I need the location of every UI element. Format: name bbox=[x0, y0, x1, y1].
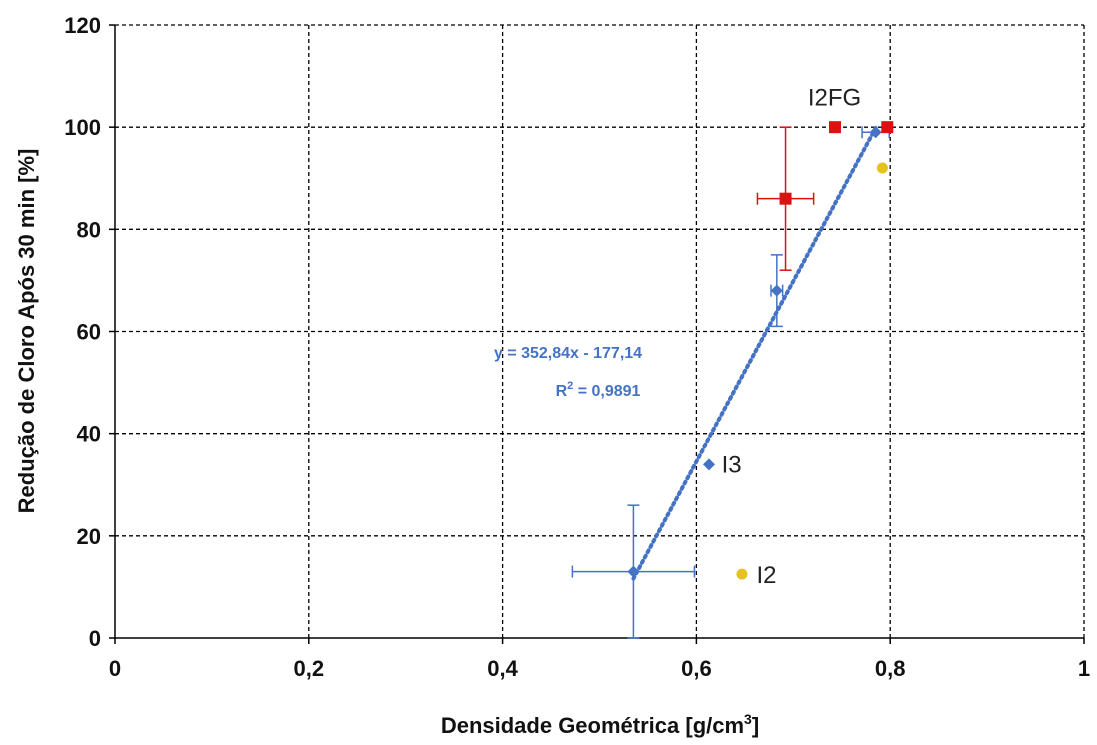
y-tick-label: 80 bbox=[77, 217, 101, 242]
point-annotation: I2 bbox=[756, 562, 776, 589]
y-tick-label: 120 bbox=[64, 13, 101, 38]
annotations: I2FG I3 I2 bbox=[722, 85, 862, 589]
data-points bbox=[627, 121, 894, 580]
data-point-diamond bbox=[627, 565, 640, 578]
y-axis-title: Redução de Cloro Após 30 min [%] bbox=[14, 149, 39, 514]
data-point-diamond bbox=[869, 126, 882, 139]
y-tick-label: 60 bbox=[77, 320, 101, 345]
data-point-diamond bbox=[770, 284, 783, 297]
y-tick-label: 40 bbox=[77, 422, 101, 447]
x-tick-label: 0 bbox=[109, 656, 121, 681]
data-point-diamond bbox=[702, 458, 715, 471]
tick-labels: 0 20 40 60 80 100 120 0 0,2 0,4 0,6 0,8 1 bbox=[64, 13, 1090, 681]
data-point-square bbox=[828, 121, 841, 134]
data-point-square bbox=[779, 192, 792, 205]
x-tick-label: 0,8 bbox=[875, 656, 906, 681]
trendline bbox=[631, 125, 878, 581]
trendline-path bbox=[631, 125, 878, 581]
data-point-square bbox=[881, 121, 894, 134]
axes bbox=[109, 24, 1085, 644]
x-axis-title: Densidade Geométrica [g/cm3] bbox=[441, 711, 759, 738]
data-point-circle bbox=[876, 162, 888, 174]
trendline-r2: R2 = 0,9891 bbox=[556, 380, 641, 400]
x-tick-label: 0,4 bbox=[487, 656, 518, 681]
x-tick-label: 1 bbox=[1078, 656, 1090, 681]
x-tick-label: 0,6 bbox=[681, 656, 712, 681]
y-tick-label: 0 bbox=[89, 626, 101, 651]
grid-lines bbox=[115, 24, 1085, 638]
x-tick-label: 0,2 bbox=[294, 656, 325, 681]
trendline-equation: y = 352,84x - 177,14 bbox=[494, 345, 642, 362]
point-annotation: I2FG bbox=[808, 85, 861, 112]
y-tick-label: 100 bbox=[64, 115, 101, 140]
data-point-circle bbox=[736, 568, 748, 580]
point-annotation: I3 bbox=[722, 451, 742, 478]
y-tick-label: 20 bbox=[77, 524, 101, 549]
